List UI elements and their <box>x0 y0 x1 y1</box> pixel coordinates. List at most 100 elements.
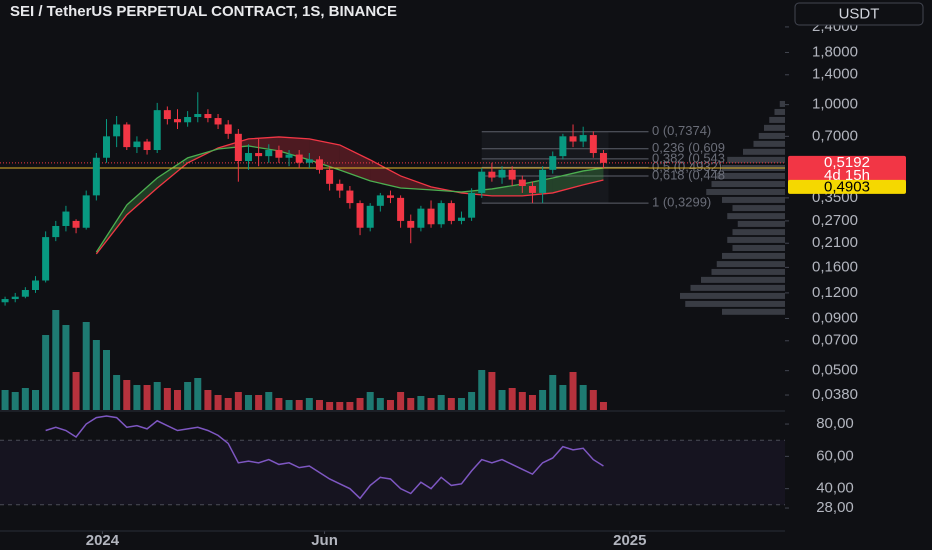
profile-bar <box>743 148 785 155</box>
volume-bar <box>579 385 587 410</box>
profile-bar <box>685 300 785 307</box>
fib-label: 1 (0,3299) <box>652 195 711 210</box>
candle-body <box>478 171 486 193</box>
y-tick-label: 28,00 <box>816 499 854 516</box>
y-tick-label: 0,0500 <box>812 362 858 379</box>
x-tick-label: 2024 <box>86 532 120 549</box>
volume-bar <box>173 390 181 410</box>
candle-body <box>285 154 293 158</box>
volume-bar <box>488 372 496 410</box>
volume-bar <box>123 380 131 410</box>
ma-ribbon <box>157 157 188 189</box>
profile-bar <box>758 132 785 139</box>
y-tick-label: 60,00 <box>816 447 854 464</box>
currency-button[interactable] <box>794 2 924 26</box>
volume-bar <box>326 402 334 410</box>
candle-body <box>468 192 476 218</box>
countdown-label: 4d 15h <box>824 167 870 184</box>
volume-bar <box>447 398 455 410</box>
profile-bar <box>764 124 785 131</box>
candle-body <box>315 159 323 170</box>
candle-body <box>569 136 577 142</box>
currency-label[interactable]: USDT <box>839 5 880 22</box>
candle-body <box>42 237 50 281</box>
layer: 2,40001,80001,40001,00000,70000,35000,27… <box>0 18 858 549</box>
fib-label: 0,236 (0,609 <box>652 140 725 155</box>
candle-body <box>21 290 29 297</box>
candle-body <box>1 299 9 303</box>
y-tick-label: 0,0900 <box>812 309 858 326</box>
ma-line <box>95 136 604 255</box>
volume-bar <box>133 385 141 410</box>
profile-bar <box>706 188 785 195</box>
profile-bar <box>732 245 785 252</box>
candle-body <box>447 203 455 221</box>
profile-bar <box>722 196 785 203</box>
volume-bar <box>255 395 263 410</box>
volume-bar <box>214 395 222 410</box>
volume-bar <box>275 398 283 410</box>
y-tick-label: 1,8000 <box>812 43 858 60</box>
candle-body <box>417 208 425 228</box>
fib-label: 0,618 (0,448 <box>652 167 725 182</box>
ma-ribbon <box>248 136 279 151</box>
volume-bar <box>285 400 293 410</box>
volume-bar <box>92 340 100 410</box>
candle-body <box>143 141 151 151</box>
profile-bar <box>769 116 785 123</box>
candle-body <box>427 208 435 225</box>
volume-bar <box>204 390 212 410</box>
candle-body <box>305 159 313 163</box>
candle-body <box>102 136 110 158</box>
volume-bar <box>599 402 607 410</box>
volume-bar <box>478 370 486 410</box>
candle-body <box>31 280 39 291</box>
candle-body <box>599 153 607 163</box>
profile-bar <box>690 284 785 291</box>
volume-bar <box>589 390 597 410</box>
profile-bar <box>727 213 785 220</box>
candle-body <box>255 153 263 157</box>
candle-body <box>356 203 364 228</box>
ma-ribbon <box>400 175 432 190</box>
marked-price-label: 0,4903 <box>824 178 870 195</box>
y-tick-label: 1,0000 <box>812 96 858 113</box>
candle-body <box>214 118 222 125</box>
candle-body <box>498 169 506 178</box>
candle-body <box>539 169 547 193</box>
volume-bar <box>498 390 506 410</box>
volume-bar <box>386 400 394 410</box>
candle-body <box>589 135 597 154</box>
volume-bar <box>569 372 577 410</box>
candle-body <box>528 186 536 193</box>
y-tick-label: 0,2100 <box>812 234 858 251</box>
candle-body <box>173 119 181 123</box>
volume-bar <box>336 402 344 410</box>
volume-bar <box>457 398 465 410</box>
volume-bar <box>528 395 536 410</box>
ma-ribbon <box>370 159 401 189</box>
profile-bar <box>711 181 785 188</box>
last-price-box <box>788 155 906 183</box>
volume-bar <box>184 382 192 410</box>
volume-bar <box>305 398 313 410</box>
profile-bar <box>727 236 785 243</box>
candle-body <box>457 217 465 221</box>
volume-bar <box>397 392 405 410</box>
chart-title: SEI / TetherUS PERPETUAL CONTRACT, 1S, B… <box>10 3 397 20</box>
volume-bar <box>11 392 19 410</box>
profile-bar <box>680 292 785 299</box>
volume-bar <box>376 398 384 410</box>
ma-line <box>95 145 604 253</box>
ma-ribbon <box>491 184 523 196</box>
profile-bar <box>722 308 785 315</box>
candle-body <box>326 169 334 184</box>
profile-bar <box>732 205 785 212</box>
profile-bar <box>727 156 785 163</box>
volume-bar <box>31 390 39 410</box>
volume-bar <box>62 325 70 410</box>
y-tick-label: 0,0380 <box>812 386 858 403</box>
candle-body <box>376 195 384 206</box>
rsi-band <box>0 440 785 505</box>
